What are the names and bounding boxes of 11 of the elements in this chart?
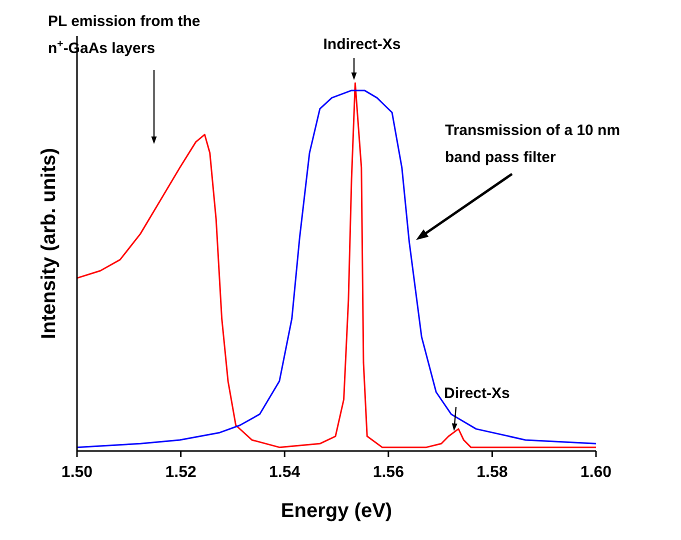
x-tick-label: 1.58 [476,464,508,481]
x-tick-label: 1.60 [580,464,612,481]
x-tick-label: 1.56 [372,464,404,481]
x-axis-title: Energy (eV) [280,500,392,522]
annotation: Direct-Xs [444,385,510,402]
y-axis-title: Intensity (arb. units) [38,148,60,340]
text: Indirect-Xs [323,36,401,53]
annotation: Transmission of a 10 nm band pass filter [445,122,620,166]
x-tick-label: 1.52 [165,464,196,481]
x-tick-label: 1.54 [269,464,300,481]
x-tick-label: 1.50 [61,464,93,481]
